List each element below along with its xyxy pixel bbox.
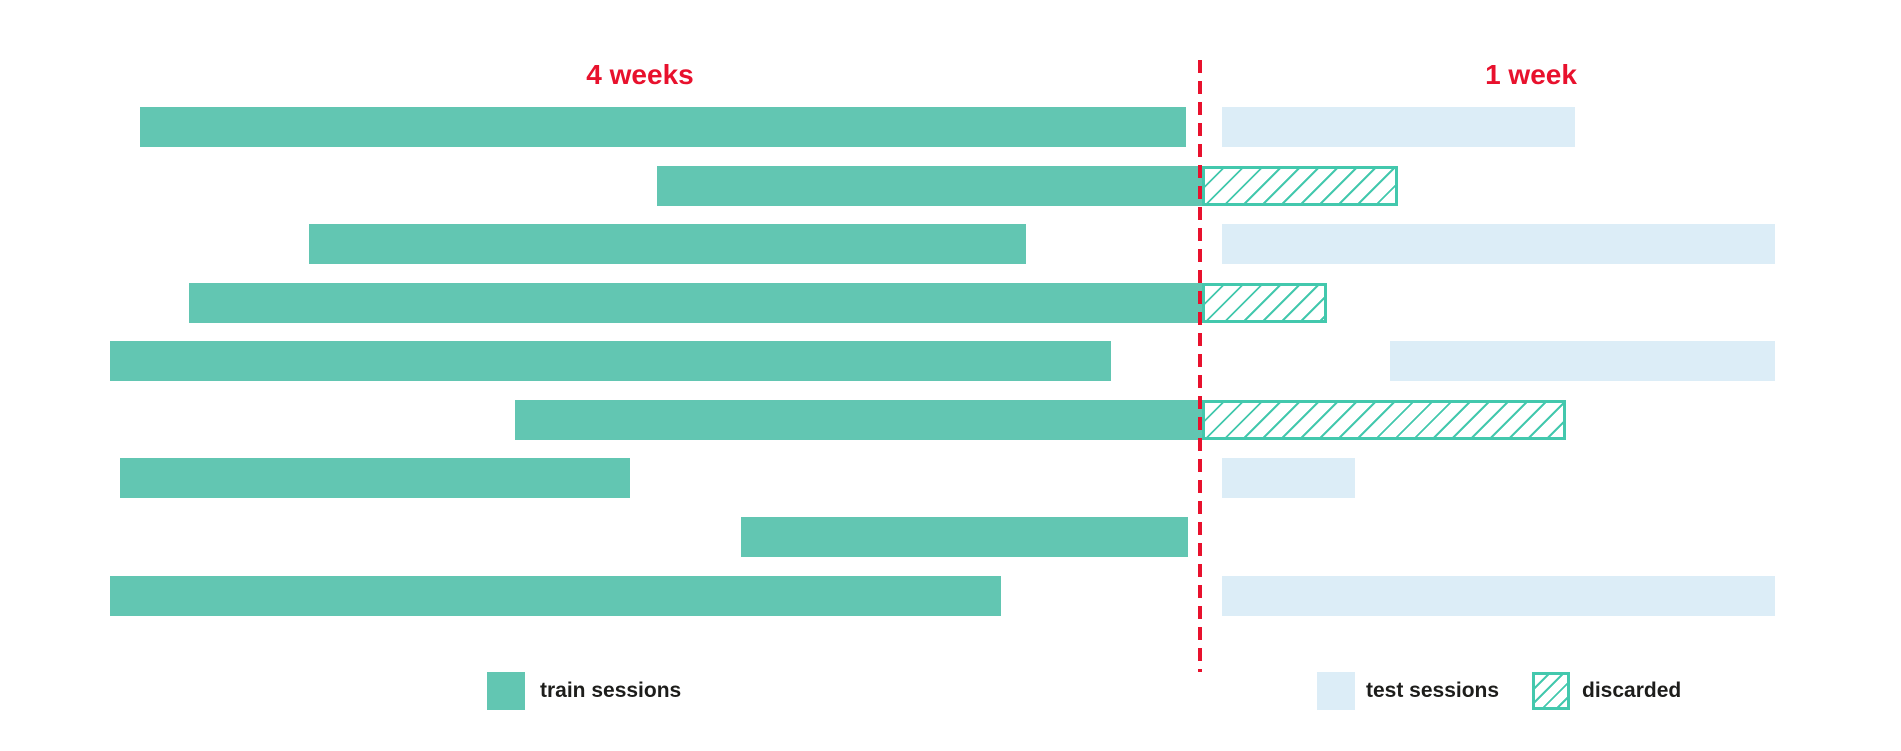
test-legend-label: test sessions: [1366, 679, 1500, 702]
train-bar: [140, 107, 1186, 147]
discarded-bar: [1202, 166, 1398, 206]
train-bar: [110, 576, 1001, 616]
test-bar: [1222, 107, 1575, 147]
discarded-bar: [1202, 400, 1566, 440]
test-phase-label: 1 week: [1485, 59, 1577, 90]
train-bar: [110, 341, 1111, 381]
train-bar: [515, 400, 1202, 440]
train-bar: [741, 517, 1188, 557]
train-bar: [309, 224, 1026, 264]
discarded-bar: [1202, 283, 1327, 323]
test-bar: [1222, 576, 1775, 616]
test-bar: [1222, 224, 1775, 264]
train-bar: [189, 283, 1202, 323]
test-legend-swatch: [1317, 672, 1355, 710]
discarded-legend-swatch: [1532, 672, 1570, 710]
train-legend-label: train sessions: [540, 679, 682, 702]
test-bar: [1390, 341, 1775, 381]
train-legend-swatch: [487, 672, 525, 710]
train-bar: [657, 166, 1202, 206]
train-phase-label: 4 weeks: [586, 59, 694, 90]
train-bar: [120, 458, 630, 498]
split-divider-dashed-line: [1198, 60, 1202, 672]
discarded-legend-label: discarded: [1582, 679, 1682, 702]
test-bar: [1222, 458, 1355, 498]
